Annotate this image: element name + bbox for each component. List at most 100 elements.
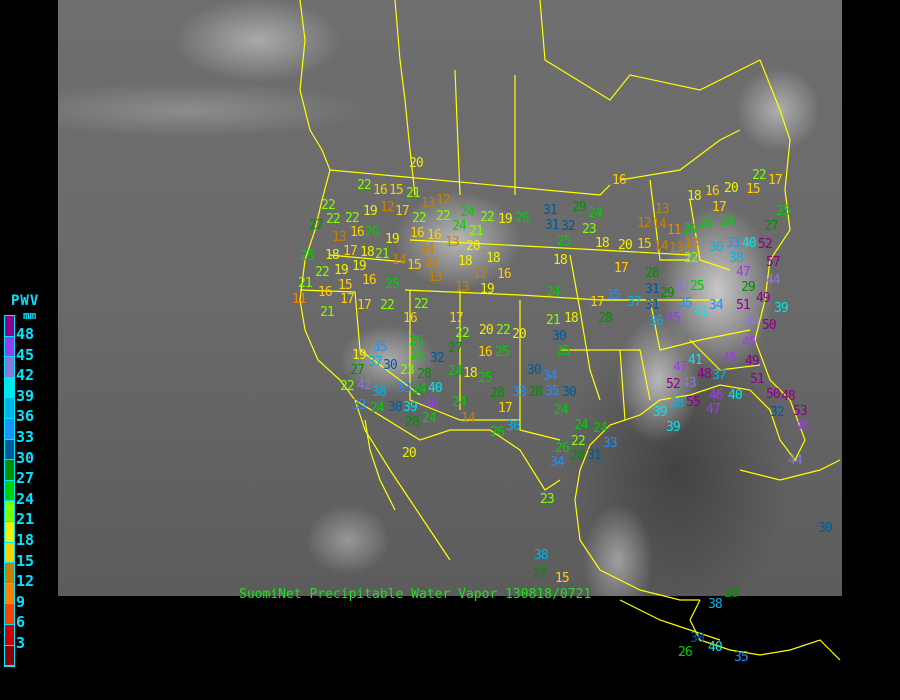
station-pwv-value: 24 bbox=[699, 216, 714, 231]
legend-tick-label: 3 bbox=[16, 634, 26, 652]
station-pwv-value: 26 bbox=[515, 211, 530, 226]
station-pwv-value: 48 bbox=[697, 367, 712, 382]
station-pwv-value: 26 bbox=[678, 645, 693, 660]
station-pwv-value: 24 bbox=[412, 382, 427, 397]
station-pwv-value: 25 bbox=[776, 204, 791, 219]
station-pwv-value: 49 bbox=[745, 354, 760, 369]
station-pwv-value: 15 bbox=[746, 182, 761, 197]
station-pwv-value: 22 bbox=[684, 251, 699, 266]
station-pwv-value: 24 bbox=[593, 421, 608, 436]
station-pwv-value: 18 bbox=[553, 253, 568, 268]
boundary-line bbox=[619, 599, 721, 641]
boundary-line bbox=[364, 419, 396, 511]
station-pwv-value: 21 bbox=[320, 305, 335, 320]
station-pwv-value: 13 bbox=[445, 235, 460, 250]
station-pwv-value: 24 bbox=[452, 395, 467, 410]
legend-swatch bbox=[5, 583, 14, 605]
station-pwv-value: 33 bbox=[352, 398, 367, 413]
station-pwv-value: 40 bbox=[728, 388, 743, 403]
station-pwv-value: 22 bbox=[480, 210, 495, 225]
station-pwv-value: 47 bbox=[673, 360, 688, 375]
station-pwv-value: 27 bbox=[532, 567, 547, 582]
station-pwv-value: 47 bbox=[706, 402, 721, 417]
station-pwv-value: 22 bbox=[380, 298, 395, 313]
station-pwv-value: 17 bbox=[395, 204, 410, 219]
station-pwv-value: 34 bbox=[709, 298, 724, 313]
boundary-lines bbox=[299, 0, 841, 661]
legend-swatch bbox=[5, 563, 14, 584]
station-pwv-value: 37 bbox=[368, 355, 383, 370]
station-pwv-value: 40 bbox=[742, 236, 757, 251]
station-pwv-value: 17 bbox=[614, 261, 629, 276]
boundary-line bbox=[354, 399, 561, 491]
boundary-line bbox=[739, 459, 841, 481]
legend-tick-label: 48 bbox=[16, 325, 35, 343]
legend-swatch bbox=[5, 357, 14, 378]
station-pwv-value: 16 bbox=[373, 183, 388, 198]
legend-swatch bbox=[5, 645, 14, 667]
station-pwv-value: 28 bbox=[570, 449, 585, 464]
station-pwv-value: 22 bbox=[357, 178, 372, 193]
boundary-line bbox=[299, 0, 451, 561]
station-pwv-value: 30 bbox=[818, 521, 833, 536]
station-pwv-value: 31 bbox=[645, 298, 660, 313]
station-pwv-value: 44 bbox=[766, 273, 781, 288]
station-pwv-value: 28 bbox=[405, 415, 420, 430]
station-pwv-value: 57 bbox=[766, 255, 781, 270]
station-pwv-value: 27 bbox=[764, 219, 779, 234]
station-pwv-value: 18 bbox=[463, 366, 478, 381]
station-pwv-value: 34 bbox=[543, 369, 558, 384]
station-pwv-value: 33 bbox=[512, 385, 527, 400]
legend-tick-label: 39 bbox=[16, 386, 35, 405]
station-pwv-value: 32 bbox=[770, 405, 785, 420]
station-pwv-value: 23 bbox=[582, 222, 597, 237]
station-pwv-value: 34 bbox=[550, 455, 565, 470]
station-pwv-value: 51 bbox=[736, 298, 751, 313]
boundary-line bbox=[689, 199, 731, 271]
station-pwv-value: 13 bbox=[424, 256, 439, 271]
legend-swatch bbox=[5, 439, 14, 461]
station-pwv-value: 16 bbox=[410, 226, 425, 241]
station-pwv-value: 36 bbox=[506, 419, 521, 434]
station-pwv-value: 15 bbox=[555, 571, 570, 586]
legend-swatch bbox=[5, 418, 14, 440]
station-pwv-value: 38 bbox=[534, 548, 549, 563]
station-pwv-value: 39 bbox=[653, 405, 668, 420]
station-pwv-value: 21 bbox=[375, 247, 390, 262]
station-pwv-value: 30 bbox=[527, 363, 542, 378]
station-pwv-value: 20 bbox=[479, 323, 494, 338]
station-pwv-value: 23 bbox=[540, 492, 555, 507]
station-pwv-value: 17 bbox=[449, 311, 464, 326]
station-pwv-value: 12 bbox=[473, 267, 488, 282]
boundary-line bbox=[649, 179, 690, 261]
station-pwv-value: 28 bbox=[724, 586, 739, 601]
station-pwv-value: 22 bbox=[496, 323, 511, 338]
legend-swatch bbox=[5, 480, 14, 502]
station-pwv-value: 13 bbox=[655, 202, 670, 217]
station-pwv-value: 20 bbox=[618, 238, 633, 253]
station-pwv-value: 22 bbox=[326, 212, 341, 227]
station-pwv-value: 50 bbox=[766, 387, 781, 402]
station-pwv-value: 13 bbox=[455, 280, 470, 295]
station-pwv-value: 20 bbox=[724, 181, 739, 196]
station-pwv-value: 28 bbox=[528, 385, 543, 400]
boundary-line bbox=[329, 169, 611, 196]
station-pwv-value: 13 bbox=[332, 230, 347, 245]
station-pwv-value: 25 bbox=[557, 234, 572, 249]
station-pwv-value: 19 bbox=[352, 348, 367, 363]
boundary-line bbox=[539, 0, 761, 101]
boundary-line bbox=[600, 299, 751, 351]
station-pwv-value: 20 bbox=[409, 156, 424, 171]
station-pwv-value: 38 bbox=[372, 385, 387, 400]
station-pwv-value: 12 bbox=[637, 216, 652, 231]
station-pwv-value: 45 bbox=[722, 351, 737, 366]
station-pwv-value: 20 bbox=[402, 446, 417, 461]
station-pwv-value: 49 bbox=[756, 291, 771, 306]
station-pwv-value: 33 bbox=[726, 236, 741, 251]
legend-tick-label: 33 bbox=[16, 428, 35, 446]
boundary-line bbox=[569, 254, 601, 401]
legend-tick-label: 27 bbox=[16, 469, 35, 488]
station-pwv-value: 25 bbox=[495, 345, 510, 360]
station-pwv-value: 40 bbox=[708, 640, 723, 655]
station-pwv-value: 24 bbox=[554, 403, 569, 418]
